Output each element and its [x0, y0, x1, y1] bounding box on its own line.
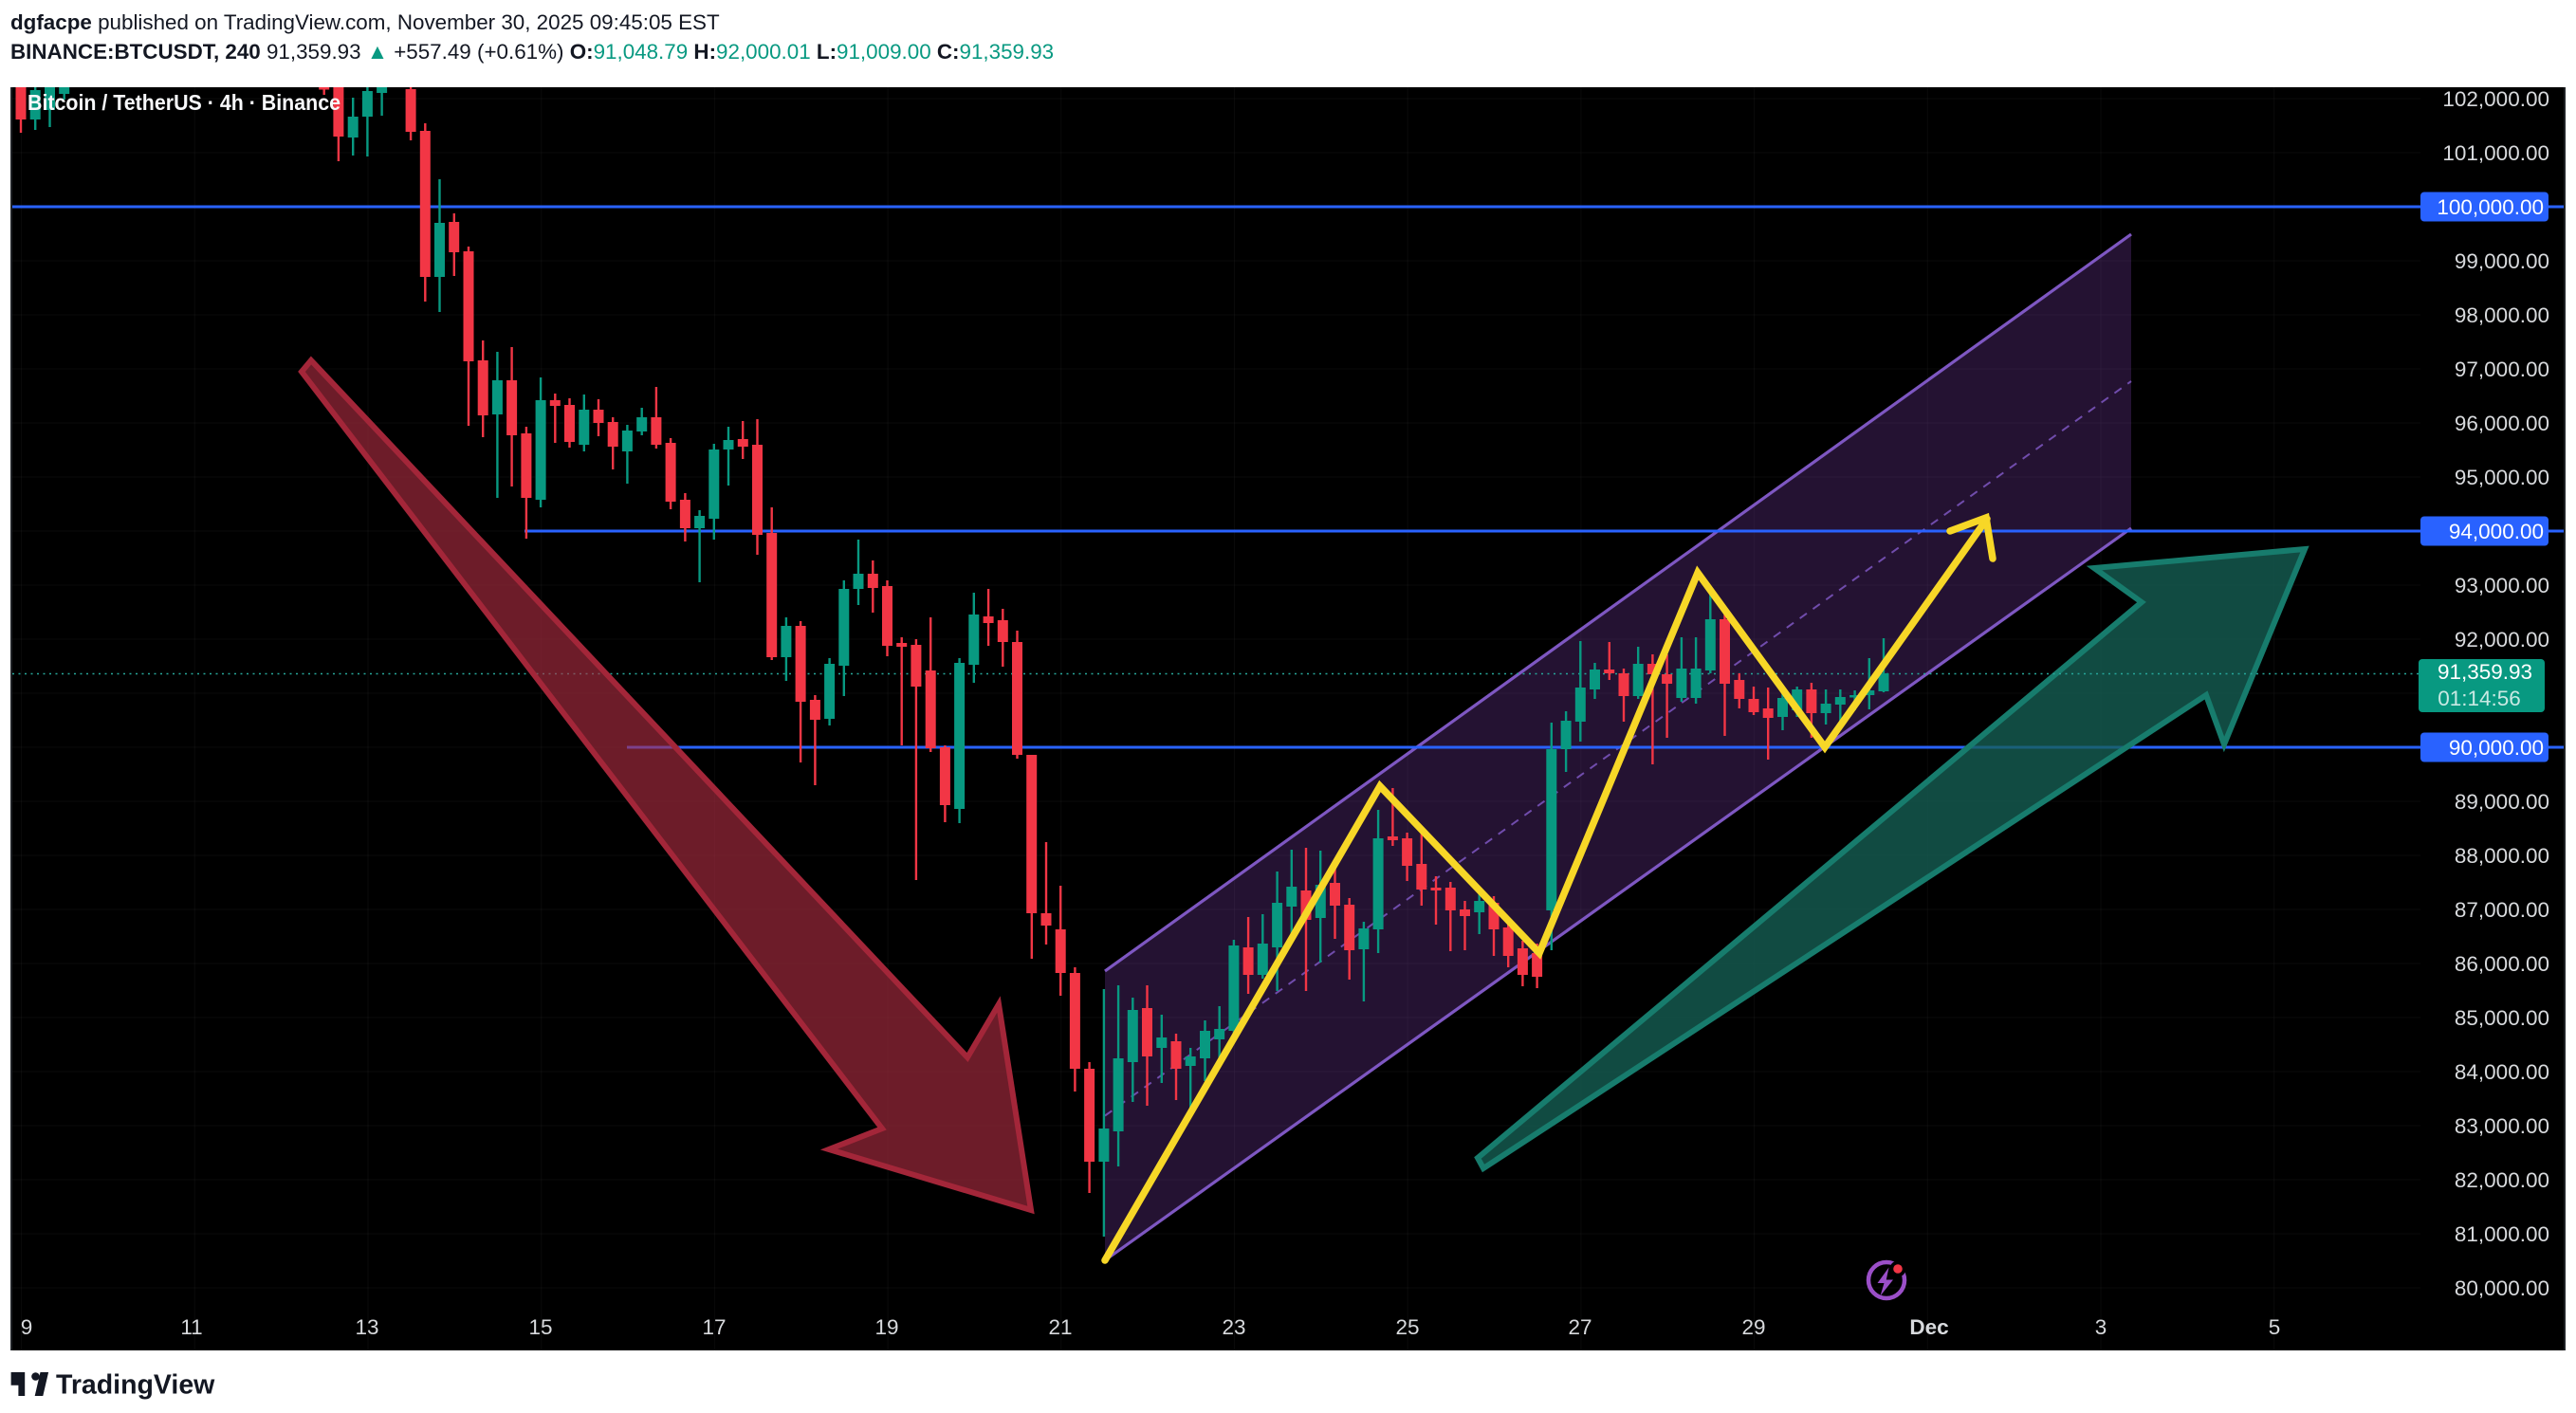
svg-text:90,000.00: 90,000.00 — [2449, 736, 2544, 760]
svg-text:81,000.00: 81,000.00 — [2455, 1222, 2549, 1246]
svg-text:27: 27 — [1568, 1315, 1592, 1339]
svg-text:98,000.00: 98,000.00 — [2455, 303, 2549, 327]
svg-text:29: 29 — [1741, 1315, 1765, 1339]
svg-text:11: 11 — [180, 1315, 202, 1339]
svg-text:101,000.00: 101,000.00 — [2442, 141, 2549, 165]
svg-text:80,000.00: 80,000.00 — [2455, 1276, 2549, 1300]
svg-text:99,000.00: 99,000.00 — [2455, 249, 2549, 273]
svg-text:BINANCE:BTCUSDT, 240 91,359.93: BINANCE:BTCUSDT, 240 91,359.93 ▲ +557.49… — [10, 40, 1054, 64]
svg-text:83,000.00: 83,000.00 — [2455, 1114, 2549, 1138]
svg-text:92,000.00: 92,000.00 — [2455, 628, 2549, 651]
svg-text:96,000.00: 96,000.00 — [2455, 412, 2549, 435]
svg-text:23: 23 — [1222, 1315, 1245, 1339]
svg-text:9: 9 — [21, 1315, 33, 1339]
svg-text:93,000.00: 93,000.00 — [2455, 574, 2549, 597]
svg-text:87,000.00: 87,000.00 — [2455, 898, 2549, 922]
svg-text:15: 15 — [528, 1315, 552, 1339]
svg-text:17: 17 — [702, 1315, 726, 1339]
svg-text:21: 21 — [1048, 1315, 1072, 1339]
svg-text:82,000.00: 82,000.00 — [2455, 1168, 2549, 1192]
svg-text:5: 5 — [2269, 1315, 2281, 1339]
svg-text:dgfacpe published on TradingVi: dgfacpe published on TradingView.com, No… — [10, 10, 720, 34]
svg-text:97,000.00: 97,000.00 — [2455, 358, 2549, 381]
svg-text:25: 25 — [1395, 1315, 1419, 1339]
svg-text:94,000.00: 94,000.00 — [2449, 520, 2544, 543]
svg-text:3: 3 — [2095, 1315, 2107, 1339]
svg-text:TradingView: TradingView — [56, 1370, 215, 1401]
svg-text:100,000.00: 100,000.00 — [2437, 195, 2544, 219]
svg-text:01:14:56: 01:14:56 — [2438, 687, 2521, 710]
svg-text:88,000.00: 88,000.00 — [2455, 844, 2549, 868]
svg-text:84,000.00: 84,000.00 — [2455, 1060, 2549, 1084]
svg-text:89,000.00: 89,000.00 — [2455, 790, 2549, 814]
svg-text:Bitcoin / TetherUS · 4h · Bina: Bitcoin / TetherUS · 4h · Binance — [28, 90, 340, 115]
svg-text:86,000.00: 86,000.00 — [2455, 952, 2549, 976]
svg-text:91,359.93: 91,359.93 — [2438, 660, 2532, 684]
svg-text:85,000.00: 85,000.00 — [2455, 1006, 2549, 1030]
svg-text:102,000.00: 102,000.00 — [2442, 87, 2549, 111]
svg-text:19: 19 — [874, 1315, 898, 1339]
svg-text:95,000.00: 95,000.00 — [2455, 466, 2549, 489]
svg-text:Dec: Dec — [1909, 1315, 1948, 1339]
svg-text:13: 13 — [355, 1315, 378, 1339]
